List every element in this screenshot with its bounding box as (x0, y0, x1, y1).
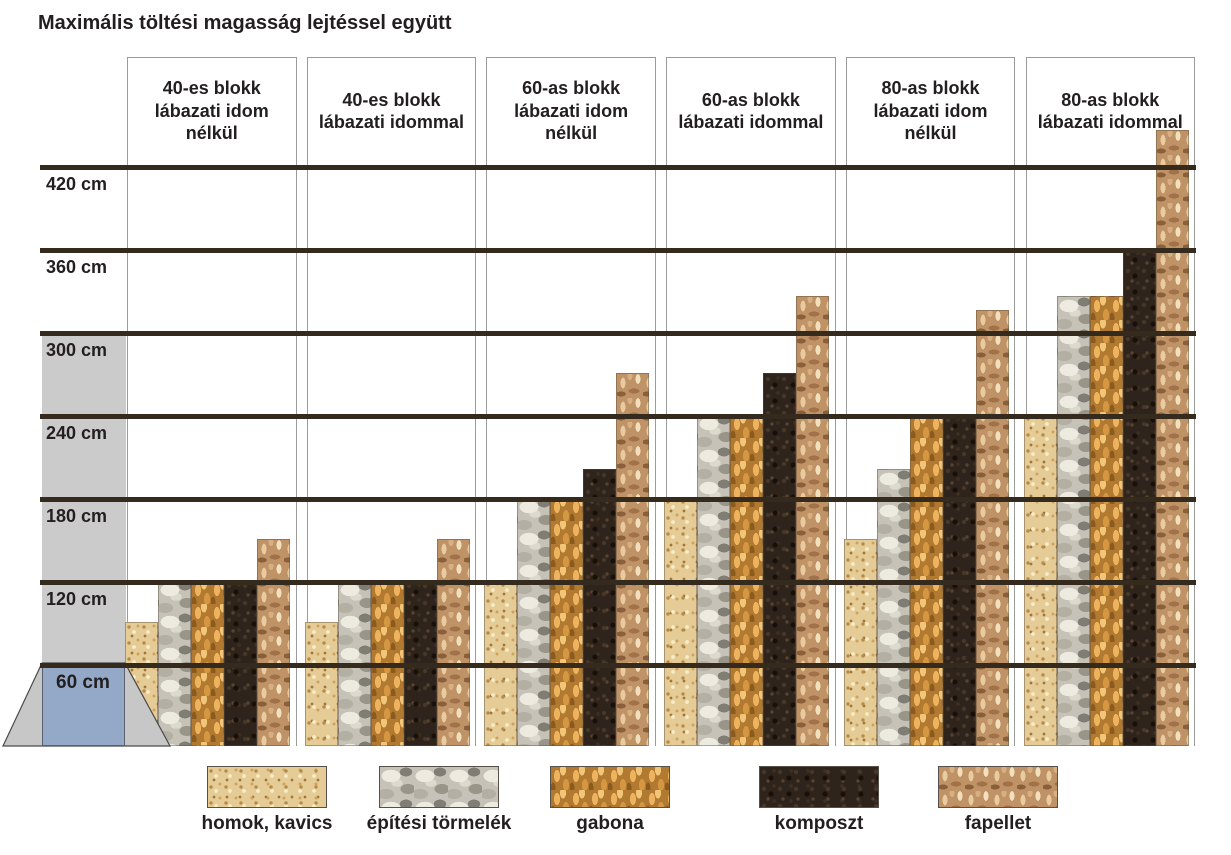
gridline-240cm (40, 414, 1196, 419)
bar-group6-fapellet (1155, 130, 1189, 746)
gridline-120cm (40, 580, 1196, 585)
axis-label-420cm: 420 cm (46, 174, 108, 194)
group-header-4: 60-as blokk lábazati idommal (678, 89, 824, 133)
group-header-1: 40-es blokk lábazati idom nélkül (154, 78, 269, 144)
group-box-5 (845, 57, 1016, 746)
bar-group6-tormelek (1056, 296, 1090, 746)
bar-group5-fapellet (975, 310, 1009, 746)
gridline-180cm (40, 497, 1196, 502)
bar-group3-fapellet (616, 372, 650, 746)
bar-group4-homok (664, 497, 698, 746)
group-box-3 (486, 57, 656, 746)
gridline-360cm (40, 248, 1196, 253)
bar-group2-homok (304, 621, 338, 746)
bar-group5-homok (843, 538, 877, 746)
bar-group4-komposzt (763, 372, 797, 746)
gridline-60cm (40, 663, 1196, 668)
axis-label-360cm: 360 cm (46, 257, 108, 277)
group-header-6: 80-as blokk lábazati idommal (1037, 89, 1183, 133)
group-box-2 (306, 57, 477, 746)
bar-group3-komposzt (583, 469, 617, 746)
axis-label-120cm: 120 cm (46, 589, 108, 609)
bar-group6-gabona (1089, 296, 1123, 746)
axis-label-180cm: 180 cm (46, 506, 108, 526)
group-header-2: 40-es blokk lábazati idommal (318, 89, 464, 133)
group-header-3: 60-as blokk lábazati idom nélkül (514, 78, 629, 144)
bar-group5-tormelek (876, 469, 910, 746)
group-box-1 (127, 57, 297, 746)
group-box-4 (666, 57, 836, 746)
axis-label-300cm: 300 cm (46, 340, 108, 360)
group-header-5: 80-as blokk lábazati idom nélkül (873, 78, 988, 144)
bar-group4-fapellet (796, 296, 830, 746)
base-block-graphic (42, 663, 125, 746)
gridline-420cm (40, 165, 1196, 170)
base-block-label: 60 cm (56, 672, 110, 693)
group-box-6 (1025, 57, 1195, 746)
bar-group1-fapellet (257, 538, 290, 746)
bar-group3-tormelek (517, 497, 551, 746)
chart-title: Maximális töltési magasság lejtéssel egy… (38, 12, 452, 34)
bar-group2-fapellet (436, 538, 470, 746)
axis-label-240cm: 240 cm (46, 423, 108, 443)
gridline-300cm (40, 331, 1196, 336)
bar-group3-gabona (550, 497, 584, 746)
